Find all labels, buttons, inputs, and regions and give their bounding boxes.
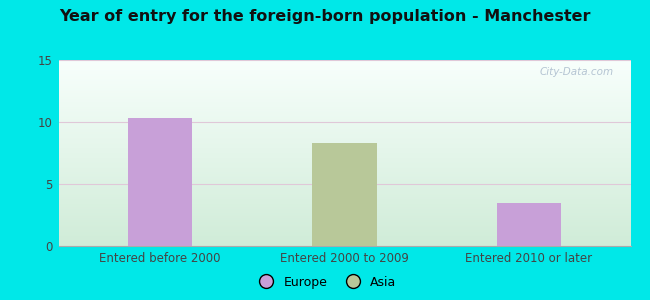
- Text: City-Data.com: City-Data.com: [540, 68, 614, 77]
- Bar: [497, 202, 562, 246]
- Legend: Europe, Asia: Europe, Asia: [249, 271, 401, 294]
- Text: Year of entry for the foreign-born population - Manchester: Year of entry for the foreign-born popul…: [59, 9, 591, 24]
- Bar: [127, 118, 192, 246]
- Bar: [312, 143, 377, 246]
